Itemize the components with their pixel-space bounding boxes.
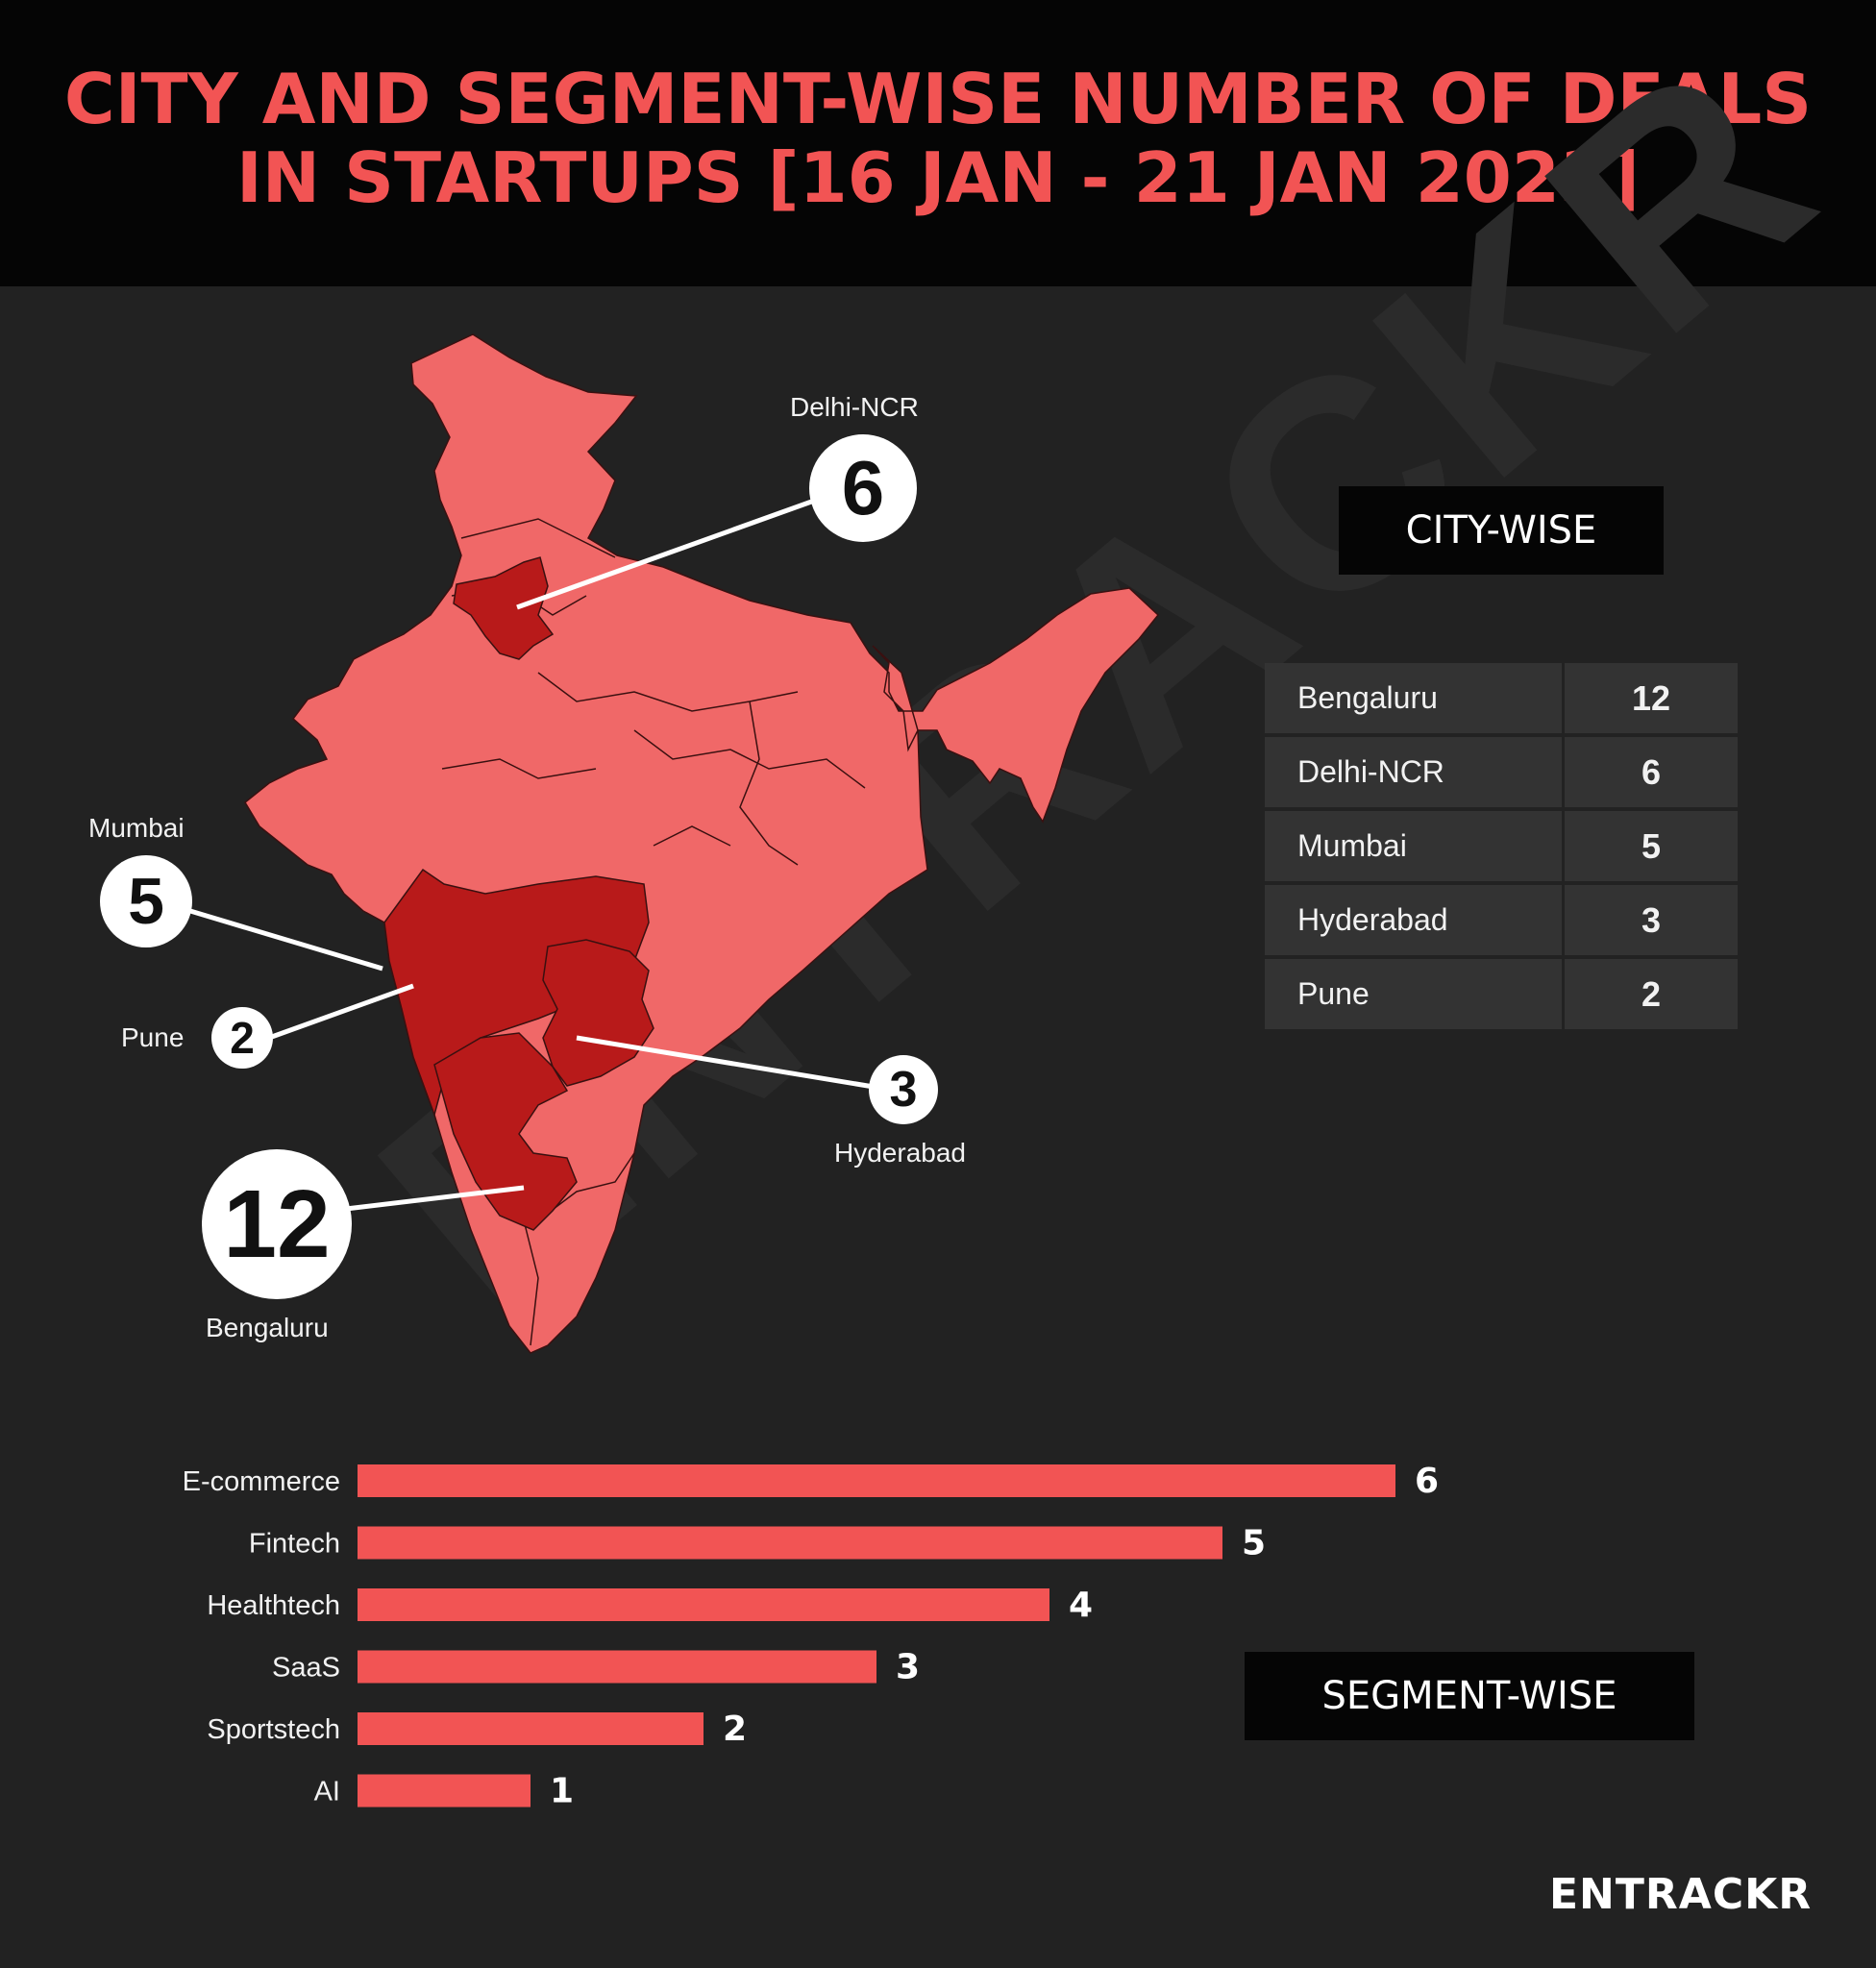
category-label: Sportstech — [207, 1714, 340, 1745]
city-deals: 5 — [1565, 811, 1738, 881]
region-telangana — [542, 939, 654, 1087]
value-label: 4 — [1069, 1586, 1093, 1625]
table-row: Bengaluru 12 — [1265, 663, 1738, 733]
city-label-bengaluru: Bengaluru — [206, 1313, 329, 1342]
city-deals: 6 — [1565, 737, 1738, 807]
city-label-hyderabad: Hyderabad — [834, 1138, 966, 1168]
city-name: Mumbai — [1265, 811, 1565, 881]
bar-ai — [358, 1774, 531, 1808]
bar-saas — [358, 1650, 876, 1684]
leader-lines — [189, 497, 880, 1212]
segment-wise-heading: SEGMENT-WISE — [1245, 1652, 1694, 1740]
city-name: Hyderabad — [1265, 885, 1565, 955]
bar-e-commerce — [358, 1464, 1395, 1497]
value-label: 5 — [1242, 1524, 1266, 1563]
city-deals: 2 — [1565, 959, 1738, 1029]
city-label-delhi-ncr: Delhi-NCR — [790, 392, 919, 422]
table-row: Delhi-NCR 6 — [1265, 737, 1738, 807]
segment-bar-chart: E-commerce 6 Fintech 5 Healthtech 4 SaaS 3 Sport… — [183, 1462, 1439, 1811]
bar-fintech — [358, 1526, 1222, 1560]
city-label-pune: Pune — [121, 1022, 185, 1052]
bar-sportstech — [358, 1712, 704, 1745]
category-label: Fintech — [249, 1529, 340, 1560]
badge-hyderabad: 3 — [869, 1055, 938, 1124]
entrackr-logo: ENTRACKR — [1549, 1870, 1813, 1919]
category-label: SaaS — [272, 1653, 340, 1684]
page-title: CITY AND SEGMENT-WISE NUMBER OF DEALS IN… — [0, 60, 1876, 217]
badge-pune: 2 — [211, 1007, 273, 1069]
city-label-mumbai: Mumbai — [88, 813, 185, 843]
category-label: Healthtech — [207, 1590, 340, 1621]
table-row: Hyderabad 3 — [1265, 885, 1738, 955]
city-deals: 12 — [1565, 663, 1738, 733]
region-karnataka — [433, 1032, 578, 1231]
india-map — [189, 333, 1160, 1354]
badge-mumbai: 5 — [100, 855, 192, 947]
city-name: Delhi-NCR — [1265, 737, 1565, 807]
table-row: Pune 2 — [1265, 959, 1738, 1029]
value-label: 6 — [1415, 1462, 1439, 1501]
city-wise-heading: CITY-WISE — [1339, 486, 1664, 575]
value-label: 3 — [896, 1648, 920, 1687]
city-name: Pune — [1265, 959, 1565, 1029]
city-name: Bengaluru — [1265, 663, 1565, 733]
city-wise-table: Bengaluru 12 Delhi-NCR 6 Mumbai 5 Hydera… — [1265, 659, 1738, 1033]
title-line-2: IN STARTUPS [16 JAN - 21 JAN 2023] — [235, 137, 1641, 218]
category-label: E-commerce — [183, 1466, 340, 1497]
table-row: Mumbai 5 — [1265, 811, 1738, 881]
category-label: AI — [314, 1777, 340, 1808]
region-delhi-ncr — [453, 556, 555, 660]
badge-bengaluru: 12 — [202, 1149, 352, 1299]
city-deals: 3 — [1565, 885, 1738, 955]
value-label: 2 — [723, 1710, 747, 1749]
header-band: CITY AND SEGMENT-WISE NUMBER OF DEALS IN… — [0, 0, 1876, 286]
bar-healthtech — [358, 1588, 1049, 1621]
value-label: 1 — [550, 1772, 574, 1811]
title-line-1: CITY AND SEGMENT-WISE NUMBER OF DEALS — [63, 59, 1813, 139]
badge-delhi-ncr: 6 — [809, 434, 917, 542]
india-outline — [244, 333, 1160, 1354]
